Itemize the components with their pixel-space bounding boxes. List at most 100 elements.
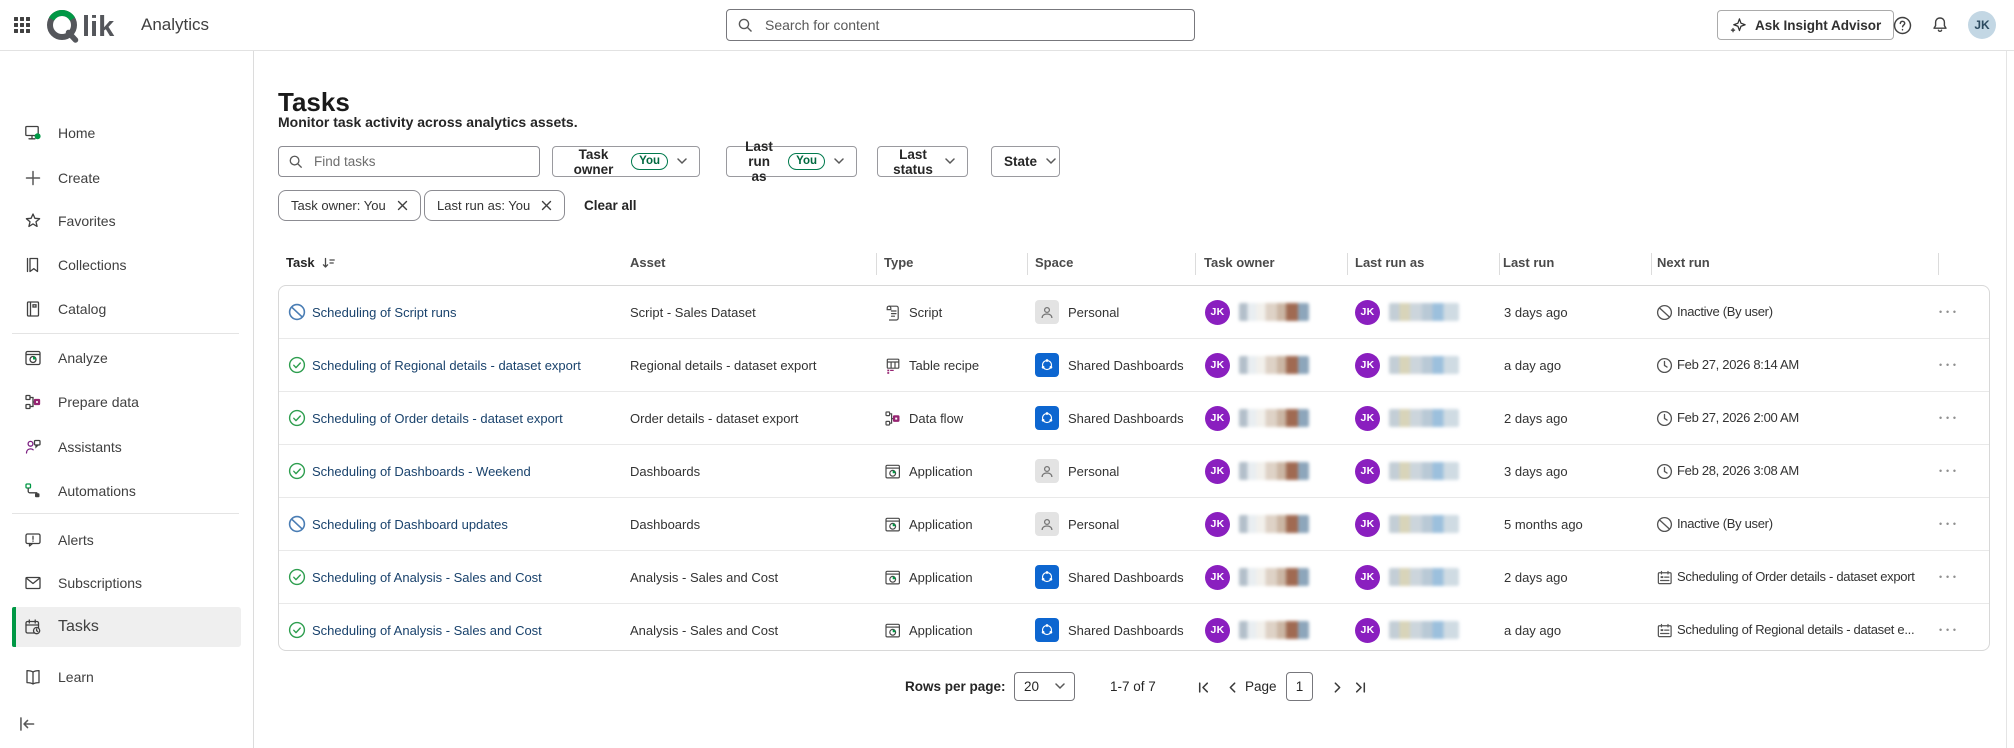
type-label: Application <box>909 445 973 497</box>
shared-space-icon <box>1035 565 1059 589</box>
row-actions-menu-icon[interactable] <box>1939 286 1969 338</box>
learn-icon <box>23 667 43 687</box>
task-name-link[interactable]: Scheduling of Script runs <box>312 286 457 338</box>
last-run-value: 3 days ago <box>1504 286 1568 338</box>
sidebar-item-tasks[interactable]: Tasks <box>12 607 241 647</box>
space-icon <box>1035 498 1059 550</box>
task-name-link[interactable]: Scheduling of Analysis - Sales and Cost <box>312 604 542 651</box>
sidebar-item-analyze[interactable]: Analyze <box>0 338 252 378</box>
type-icon <box>883 339 902 391</box>
header-divider <box>1499 253 1500 275</box>
close-icon[interactable] <box>397 200 408 211</box>
column-header-task-owner[interactable]: Task owner <box>1204 255 1275 270</box>
filter-chip-task-owner[interactable]: Task owner: You <box>278 190 421 221</box>
help-icon[interactable] <box>1888 11 1916 39</box>
asset-name: Analysis - Sales and Cost <box>630 551 778 603</box>
task-owner-filter-dropdown[interactable]: Task owner You <box>552 146 700 177</box>
column-header-type[interactable]: Type <box>884 255 913 270</box>
sidebar-item-create[interactable]: Create <box>0 158 252 198</box>
sidebar-item-prepare-data[interactable]: Prepare data <box>0 382 252 422</box>
task-name-link[interactable]: Scheduling of Analysis - Sales and Cost <box>312 551 542 603</box>
task-name-link[interactable]: Scheduling of Dashboard updates <box>312 498 508 550</box>
row-actions-menu-icon[interactable] <box>1939 498 1969 550</box>
sidebar-item-home[interactable]: Home <box>0 113 252 153</box>
previous-page-icon[interactable] <box>1221 676 1243 698</box>
column-header-space[interactable]: Space <box>1035 255 1073 270</box>
type-label: Script <box>909 286 942 338</box>
sidebar-item-learn[interactable]: Learn <box>0 657 252 697</box>
find-tasks-input[interactable] <box>312 153 530 170</box>
prepare-data-icon <box>23 392 43 412</box>
table-row[interactable]: Scheduling of Regional details - dataset… <box>279 339 1989 392</box>
close-icon[interactable] <box>541 200 552 211</box>
column-header-next-run[interactable]: Next run <box>1657 255 1710 270</box>
last-run-as-avatar: JK <box>1355 353 1380 378</box>
app-launcher-icon[interactable] <box>14 17 30 33</box>
collapse-sidebar-icon[interactable] <box>16 712 40 736</box>
table-row[interactable]: Scheduling of Dashboards - Weekend Dashb… <box>279 445 1989 498</box>
sidebar-item-collections[interactable]: Collections <box>0 245 252 285</box>
row-actions-menu-icon[interactable] <box>1939 445 1969 497</box>
table-row[interactable]: Scheduling of Order details - dataset ex… <box>279 392 1989 445</box>
notifications-bell-icon[interactable] <box>1926 11 1954 39</box>
ask-insight-advisor-button[interactable]: Ask Insight Advisor <box>1717 10 1894 40</box>
user-avatar[interactable]: JK <box>1968 11 1996 39</box>
column-header-last-run[interactable]: Last run <box>1503 255 1554 270</box>
home-icon <box>23 123 43 143</box>
next-run-icon <box>1656 286 1673 338</box>
row-actions-menu-icon[interactable] <box>1939 551 1969 603</box>
row-actions-menu-icon[interactable] <box>1939 339 1969 391</box>
task-owner-avatar: JK <box>1205 618 1230 643</box>
global-search-input[interactable] <box>763 16 1184 34</box>
sidebar-item-catalog[interactable]: Catalog <box>0 289 252 329</box>
next-page-icon[interactable] <box>1326 676 1348 698</box>
row-actions-menu-icon[interactable] <box>1939 604 1969 651</box>
shared-space-icon <box>1035 618 1059 642</box>
table-row[interactable]: Scheduling of Script runs Script - Sales… <box>279 286 1989 339</box>
task-owner-name-blurred <box>1239 303 1309 321</box>
task-owner-name-blurred <box>1239 515 1309 533</box>
task-name-link[interactable]: Scheduling of Dashboards - Weekend <box>312 445 531 497</box>
last-status-filter-dropdown[interactable]: Last status <box>877 146 968 177</box>
sidebar-item-alerts[interactable]: Alerts <box>0 520 252 560</box>
clear-all-filters-button[interactable]: Clear all <box>584 190 637 221</box>
last-run-as-filter-dropdown[interactable]: Last run as You <box>726 146 857 177</box>
last-page-icon[interactable] <box>1349 676 1371 698</box>
task-name-link[interactable]: Scheduling of Regional details - dataset… <box>312 339 581 391</box>
type-icon <box>883 286 902 338</box>
last-run-as-name-blurred <box>1389 462 1459 480</box>
state-filter-dropdown[interactable]: State <box>991 146 1060 177</box>
asset-name: Dashboards <box>630 445 700 497</box>
tasks-table: Scheduling of Script runs Script - Sales… <box>278 285 1990 651</box>
table-row[interactable]: Scheduling of Analysis - Sales and Cost … <box>279 604 1989 651</box>
sidebar-item-favorites[interactable]: Favorites <box>0 201 252 241</box>
column-header-last-run-as[interactable]: Last run as <box>1355 255 1424 270</box>
header-divider <box>1651 253 1652 275</box>
sidebar-item-automations[interactable]: Automations <box>0 471 252 511</box>
scrollbar-track[interactable] <box>2006 50 2007 748</box>
task-owner-name-blurred <box>1239 462 1309 480</box>
table-row[interactable]: Scheduling of Dashboard updates Dashboar… <box>279 498 1989 551</box>
rows-per-page-select[interactable]: 20 <box>1014 672 1075 701</box>
header-divider <box>1938 253 1939 275</box>
column-header-task[interactable]: Task <box>286 255 336 270</box>
asset-name: Dashboards <box>630 498 700 550</box>
page-number-input[interactable] <box>1286 672 1313 701</box>
table-row[interactable]: Scheduling of Analysis - Sales and Cost … <box>279 551 1989 604</box>
product-name: Analytics <box>141 0 209 50</box>
space-icon <box>1035 551 1059 603</box>
task-name-link[interactable]: Scheduling of Order details - dataset ex… <box>312 392 563 444</box>
chevron-down-icon <box>945 158 955 165</box>
column-header-asset[interactable]: Asset <box>630 255 665 270</box>
sidebar-item-assistants[interactable]: Assistants <box>0 427 252 467</box>
first-page-icon[interactable] <box>1192 676 1214 698</box>
global-search[interactable] <box>726 9 1195 41</box>
search-icon <box>737 17 754 34</box>
task-owner-name-blurred <box>1239 621 1309 639</box>
find-tasks-search[interactable] <box>278 146 540 177</box>
sidebar-item-subscriptions[interactable]: Subscriptions <box>0 563 252 603</box>
task-owner-name-blurred <box>1239 409 1309 427</box>
filter-chip-last-run-as[interactable]: Last run as: You <box>424 190 565 221</box>
row-actions-menu-icon[interactable] <box>1939 392 1969 444</box>
alerts-icon <box>23 530 43 550</box>
